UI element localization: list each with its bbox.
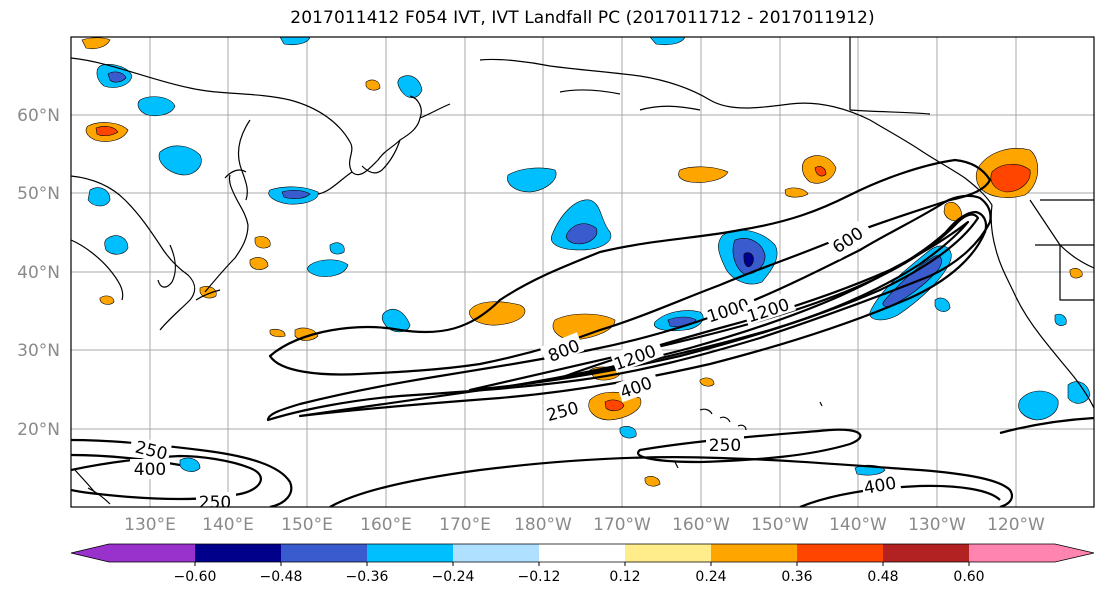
contour-labels: 600 800 1000 1200 1200 400 250 250 400 2… — [128, 218, 902, 513]
colorbar-extend-low — [71, 544, 109, 562]
contour-label: 250 — [709, 436, 741, 456]
colorbar-tick-label: 0.24 — [695, 569, 726, 585]
colorbar-tick-label: 0.12 — [609, 569, 640, 585]
lat-label: 50°N — [17, 184, 60, 204]
colorbar-tick-label: −0.60 — [174, 569, 217, 585]
lon-label: 170°E — [439, 515, 491, 535]
lon-label: 160°E — [360, 515, 412, 535]
colorbar-tick-label: −0.24 — [432, 569, 475, 585]
ivt-contours — [71, 158, 1094, 507]
map-title: 2017011412 F054 IVT, IVT Landfall PC (20… — [290, 8, 875, 28]
colorbar-extend-high — [1055, 544, 1094, 562]
longitude-labels: 130°E 140°E 150°E 160°E 170°E 180°W 170°… — [124, 515, 1045, 535]
map-frame — [70, 36, 1095, 508]
colorbar-segment — [109, 544, 196, 562]
colorbar-segment — [711, 544, 798, 562]
colorbar: −0.60 −0.48 −0.36 −0.24 −0.12 0.12 0.24 0.36 0.4… — [70, 543, 1095, 585]
lon-label: 120°W — [987, 515, 1045, 535]
colorbar-tick-label: −0.36 — [346, 569, 389, 585]
negative-pc-shading — [87, 37, 1091, 476]
lat-label: 20°N — [17, 420, 60, 440]
latitude-labels: 60°N 50°N 40°N 30°N 20°N — [17, 106, 60, 440]
colorbar-tick-label: 0.48 — [867, 569, 898, 585]
lon-label: 140°E — [202, 515, 254, 535]
lat-label: 30°N — [17, 341, 60, 361]
colorbar-segment — [367, 544, 454, 562]
gridlines — [71, 37, 1094, 507]
colorbar-segment — [883, 544, 970, 562]
lon-label: 140°W — [829, 515, 887, 535]
colorbar-tick-label: −0.12 — [518, 569, 561, 585]
colorbar-segment — [969, 544, 1056, 562]
contour-label: 400 — [134, 460, 166, 480]
colorbar-segment — [625, 544, 712, 562]
colorbar-segment — [195, 544, 282, 562]
lon-label: 170°W — [593, 515, 651, 535]
lon-label: 130°E — [124, 515, 176, 535]
colorbar-tick-label: 0.60 — [953, 569, 984, 585]
colorbar-tick-label: −0.48 — [260, 569, 303, 585]
lon-label: 150°E — [281, 515, 333, 535]
lon-label: 160°W — [672, 515, 730, 535]
lon-label: 180°W — [514, 515, 572, 535]
lat-label: 60°N — [17, 106, 60, 126]
colorbar-segment — [453, 544, 540, 562]
colorbar-tick-label: 0.36 — [781, 569, 812, 585]
lat-label: 40°N — [17, 263, 60, 283]
lon-label: 150°W — [751, 515, 809, 535]
colorbar-segment — [539, 544, 626, 562]
colorbar-outline — [70, 543, 1095, 563]
colorbar-segment — [281, 544, 368, 562]
coastlines — [71, 37, 1094, 505]
contour-label: 250 — [199, 493, 231, 513]
lon-label: 130°W — [908, 515, 966, 535]
colorbar-segment — [797, 544, 884, 562]
